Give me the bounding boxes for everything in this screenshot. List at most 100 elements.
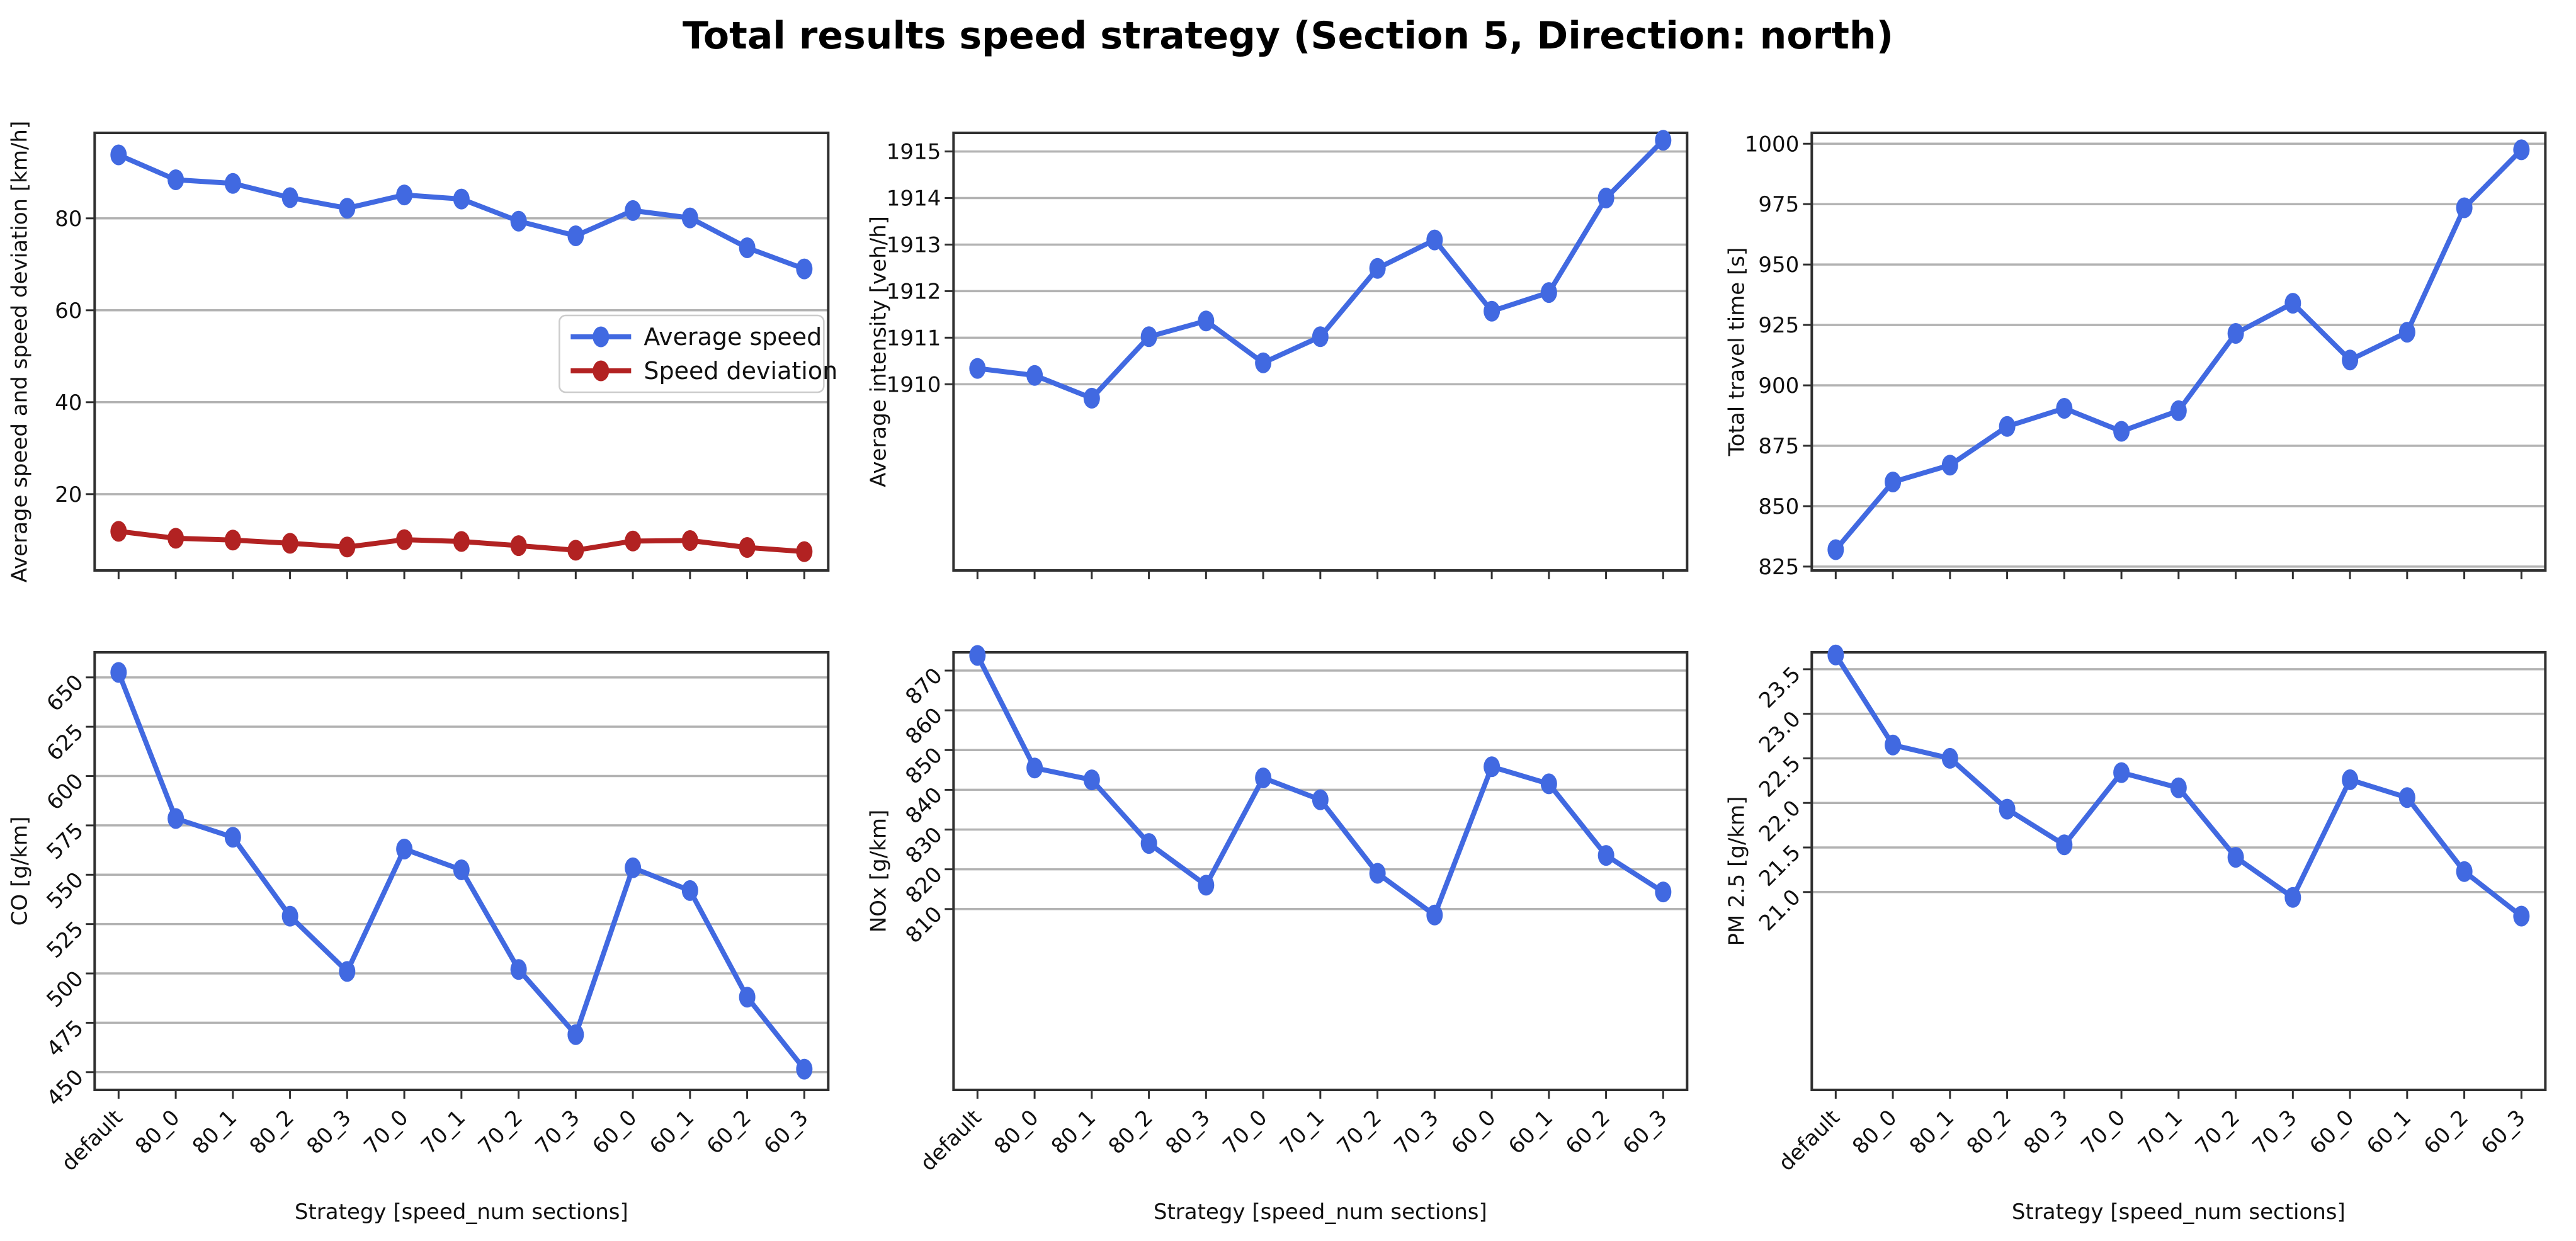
y-tick-label: 950 xyxy=(1759,252,1800,278)
data-point-nox xyxy=(1026,757,1043,779)
data-point-speed-deviation xyxy=(567,540,584,561)
y-axis-label: PM 2.5 [g/km] xyxy=(1725,796,1750,946)
data-point-nox xyxy=(1254,768,1271,788)
x-tick-label: 70_3 xyxy=(1389,1105,1443,1159)
data-point-speed-deviation xyxy=(681,530,698,551)
legend-marker xyxy=(593,360,610,382)
data-point-co xyxy=(281,905,298,927)
y-tick-label: 40 xyxy=(55,390,82,416)
x-tick-label: 60_3 xyxy=(2477,1105,2531,1159)
plot-border xyxy=(951,132,1688,572)
y-tick-label: 23.5 xyxy=(1754,662,1806,713)
data-point-pm-2-5 xyxy=(2456,861,2473,882)
data-point-nox xyxy=(1654,881,1671,903)
data-point-total-travel-time xyxy=(1999,416,2016,437)
data-point-co xyxy=(224,827,241,848)
data-point-average-intensity xyxy=(1540,282,1557,303)
data-point-nox xyxy=(1083,769,1100,791)
x-axis-label: Strategy [speed_num sections] xyxy=(2012,1199,2346,1225)
y-tick-label: 21.5 xyxy=(1754,840,1806,892)
data-point-average-intensity xyxy=(1426,229,1443,251)
data-point-co xyxy=(396,839,413,859)
data-point-pm-2-5 xyxy=(2399,787,2416,808)
data-point-average-speed xyxy=(281,187,298,208)
x-tick-label: 70_1 xyxy=(1275,1105,1329,1159)
x-tick-label: 80_2 xyxy=(1103,1105,1157,1159)
y-axis-label: Average intensity [veh/h] xyxy=(866,216,891,487)
data-point-speed-deviation xyxy=(167,528,184,549)
data-point-pm-2-5 xyxy=(2342,769,2359,790)
y-tick-label: 450 xyxy=(42,1065,89,1111)
data-point-speed-deviation xyxy=(339,536,356,558)
y-tick-label: 60 xyxy=(55,298,82,324)
data-point-co xyxy=(167,808,184,829)
data-point-average-speed xyxy=(339,198,356,219)
data-point-average-speed xyxy=(167,169,184,190)
data-point-speed-deviation xyxy=(224,530,241,551)
y-tick-label: 1910 xyxy=(886,372,941,397)
y-tick-label: 23.0 xyxy=(1754,706,1806,758)
x-tick-label: 80_3 xyxy=(2019,1105,2074,1159)
data-point-average-speed xyxy=(224,173,241,194)
data-point-average-speed xyxy=(110,144,127,166)
y-axis-label: CO [g/km] xyxy=(7,817,32,926)
x-tick-label: 60_1 xyxy=(645,1105,699,1159)
chart-average-intensity: 1910 1911 1912 1913 1914 1915 Average intensit… xyxy=(866,130,1688,579)
data-point-pm-2-5 xyxy=(2170,777,2187,798)
x-tick-label: 80_0 xyxy=(1848,1105,1902,1159)
series-line-average-speed xyxy=(116,152,807,272)
x-tick-label: 70_2 xyxy=(474,1105,528,1159)
data-point-total-travel-time xyxy=(2227,323,2244,344)
data-point-average-speed xyxy=(567,225,584,246)
data-point-average-speed xyxy=(739,237,756,258)
data-point-co xyxy=(681,880,698,901)
data-point-co xyxy=(110,662,127,683)
data-point-average-speed xyxy=(510,210,527,232)
data-point-average-speed xyxy=(796,258,813,280)
x-tick-label: 60_2 xyxy=(1560,1105,1614,1159)
y-tick-label: 650 xyxy=(42,670,89,717)
data-point-nox xyxy=(1426,904,1443,926)
data-point-average-intensity xyxy=(1654,130,1671,151)
y-tick-label: 1911 xyxy=(886,326,941,351)
data-point-nox xyxy=(1197,875,1214,896)
y-tick-label: 525 xyxy=(42,917,89,963)
data-point-speed-deviation xyxy=(510,535,527,557)
data-point-pm-2-5 xyxy=(2284,887,2301,908)
y-tick-label: 1912 xyxy=(886,279,941,304)
data-point-total-travel-time xyxy=(2399,322,2416,343)
data-point-average-intensity xyxy=(1140,326,1157,348)
x-tick-label: 70_2 xyxy=(1332,1105,1386,1159)
y-tick-label: 825 xyxy=(1759,555,1800,580)
data-point-total-travel-time xyxy=(2284,293,2301,314)
data-point-co xyxy=(339,961,356,982)
data-point-total-travel-time xyxy=(2513,139,2530,161)
data-point-total-travel-time xyxy=(2056,398,2073,419)
y-tick-label: 80 xyxy=(55,207,82,232)
data-point-total-travel-time xyxy=(2113,421,2130,442)
chart-average-speed-deviation: 20 40 60 80 Average speed and speed deviatio… xyxy=(7,121,837,582)
data-point-average-intensity xyxy=(1197,310,1214,332)
y-tick-label: 1915 xyxy=(886,140,941,165)
legend-label: Speed deviation xyxy=(644,357,837,385)
figure-title: Total results speed strategy (Section 5,… xyxy=(682,14,1894,58)
data-point-speed-deviation xyxy=(396,529,413,550)
x-tick-label: 60_3 xyxy=(1618,1105,1672,1159)
y-axis-label: Average speed and speed deviation [km/h] xyxy=(7,121,32,582)
y-tick-label: 820 xyxy=(900,862,947,909)
data-point-nox xyxy=(968,645,985,666)
data-point-pm-2-5 xyxy=(2113,762,2130,783)
x-tick-label: 60_2 xyxy=(2419,1105,2473,1159)
x-tick-label: 60_0 xyxy=(2305,1105,2359,1159)
data-point-pm-2-5 xyxy=(2513,905,2530,927)
y-tick-label: 22.5 xyxy=(1754,751,1806,803)
data-point-average-intensity xyxy=(968,358,985,379)
data-point-pm-2-5 xyxy=(1942,747,1959,769)
data-point-co xyxy=(796,1058,813,1080)
data-point-speed-deviation xyxy=(281,533,298,554)
y-tick-label: 870 xyxy=(900,663,947,710)
data-point-total-travel-time xyxy=(1885,472,1902,492)
data-point-average-intensity xyxy=(1369,258,1386,279)
y-tick-label: 850 xyxy=(1759,494,1800,519)
